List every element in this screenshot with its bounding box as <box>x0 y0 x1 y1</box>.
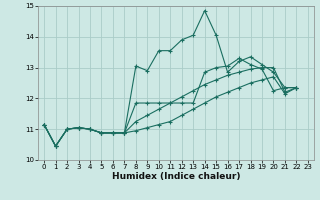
X-axis label: Humidex (Indice chaleur): Humidex (Indice chaleur) <box>112 172 240 181</box>
